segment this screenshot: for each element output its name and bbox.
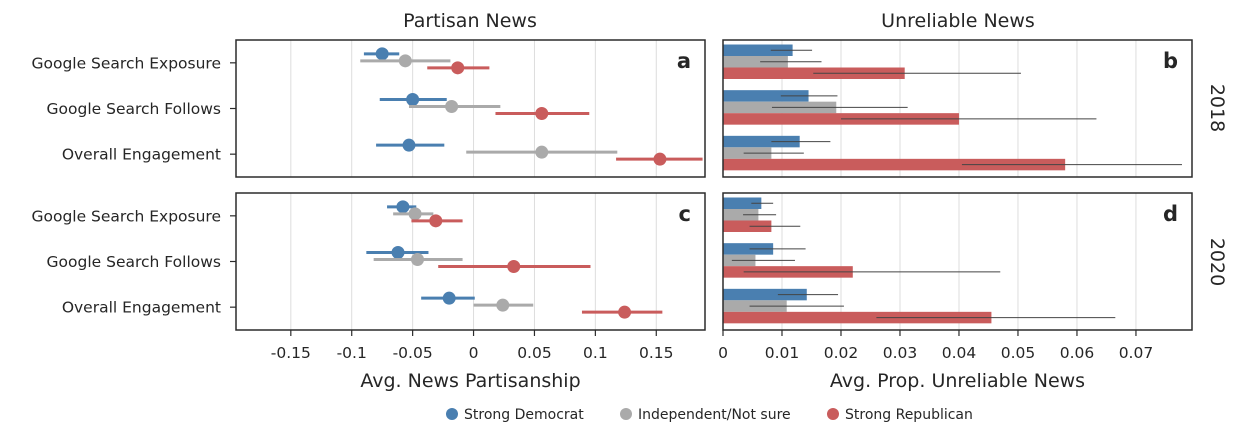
legend: Strong Democrat Independent/Not sure Stron… — [446, 407, 973, 423]
panel-frame — [235, 39, 706, 178]
x-tick-label: -0.05 — [393, 344, 433, 362]
legend-marker — [446, 408, 458, 420]
data-point — [618, 305, 632, 319]
data-point — [391, 246, 405, 259]
legend-label: Independent/Not sure — [638, 407, 791, 423]
x-tick-label: 0.04 — [942, 344, 977, 362]
column-title-unreliable: Unreliable News — [881, 10, 1035, 32]
x-tick-label: 0.07 — [1119, 344, 1154, 362]
data-point — [408, 207, 422, 221]
x-tick-label: 0 — [718, 344, 728, 362]
data-point — [398, 54, 412, 68]
data-point — [406, 93, 420, 106]
chart-panels: a Google Search Exposure Google Search Fol… — [31, 39, 1193, 392]
x-tick-label: -0.15 — [271, 344, 311, 362]
data-bar — [723, 209, 759, 221]
category-label: Google Search Follows — [47, 253, 221, 271]
data-point — [451, 61, 465, 75]
x-axis-label: Avg. Prop. Unreliable News — [830, 370, 1085, 392]
panel-c: c Google Search Exposure Google Search Fol… — [31, 192, 706, 392]
panel-frame — [722, 39, 1193, 178]
legend-label: Strong Republican — [845, 407, 973, 423]
panel-label: d — [1163, 202, 1178, 226]
panel-label: c — [679, 202, 691, 226]
category-label: Google Search Follows — [47, 100, 221, 118]
panel-d: d 0 0.01 0.02 0.03 0.04 0.05 0.06 0.07 Avg. Prop.… — [718, 192, 1193, 392]
panel-b: b — [722, 39, 1193, 178]
data-bar — [723, 288, 807, 301]
row-label-2020: 2020 — [1206, 238, 1228, 286]
x-tick-label: 0.01 — [765, 344, 800, 362]
panel-frame — [722, 192, 1193, 331]
x-axis-label: Avg. News Partisanship — [360, 370, 580, 392]
data-point — [445, 100, 459, 113]
data-point — [402, 138, 416, 152]
x-tick-label: 0.1 — [583, 344, 608, 362]
data-point — [375, 47, 389, 61]
data-bar — [723, 197, 762, 209]
legend-marker — [620, 408, 632, 420]
data-point — [535, 145, 549, 159]
x-tick-label: 0.06 — [1060, 344, 1095, 362]
legend-item: Strong Democrat — [446, 407, 584, 423]
data-point — [535, 107, 549, 120]
x-tick-label: 0.15 — [639, 344, 674, 362]
data-point — [496, 298, 510, 312]
data-point — [429, 214, 443, 228]
x-tick-label: 0.05 — [1001, 344, 1036, 362]
x-tick-label: 0.02 — [824, 344, 859, 362]
row-label-2018: 2018 — [1206, 84, 1228, 132]
x-tick-label: 0 — [469, 344, 479, 362]
data-bar — [723, 56, 788, 68]
panel-a: a Google Search Exposure Google Search Fol… — [31, 39, 706, 178]
data-point — [507, 260, 521, 273]
category-label: Overall Engagement — [62, 146, 221, 164]
data-bar — [723, 311, 992, 324]
category-label: Google Search Exposure — [31, 207, 221, 225]
data-point — [411, 253, 425, 266]
panel-frame — [235, 192, 706, 331]
x-tick-label: 0.05 — [517, 344, 552, 362]
data-bar — [723, 90, 809, 102]
category-label: Overall Engagement — [62, 299, 221, 317]
legend-item: Independent/Not sure — [620, 407, 791, 423]
panel-label: b — [1163, 49, 1178, 73]
data-point — [653, 152, 667, 166]
column-title-partisan: Partisan News — [403, 10, 537, 32]
x-tick-label: 0.03 — [883, 344, 918, 362]
category-label: Google Search Exposure — [31, 54, 221, 72]
data-bar — [723, 243, 774, 255]
data-bar — [723, 135, 800, 148]
data-bar — [723, 220, 772, 232]
legend-item: Strong Republican — [827, 407, 973, 423]
legend-marker — [827, 408, 839, 420]
data-point — [442, 291, 456, 305]
panel-label: a — [677, 49, 691, 73]
data-bar — [723, 158, 1066, 171]
data-point — [396, 200, 410, 214]
x-tick-label: -0.1 — [337, 344, 367, 362]
legend-label: Strong Democrat — [464, 407, 584, 423]
data-bar — [723, 44, 793, 56]
